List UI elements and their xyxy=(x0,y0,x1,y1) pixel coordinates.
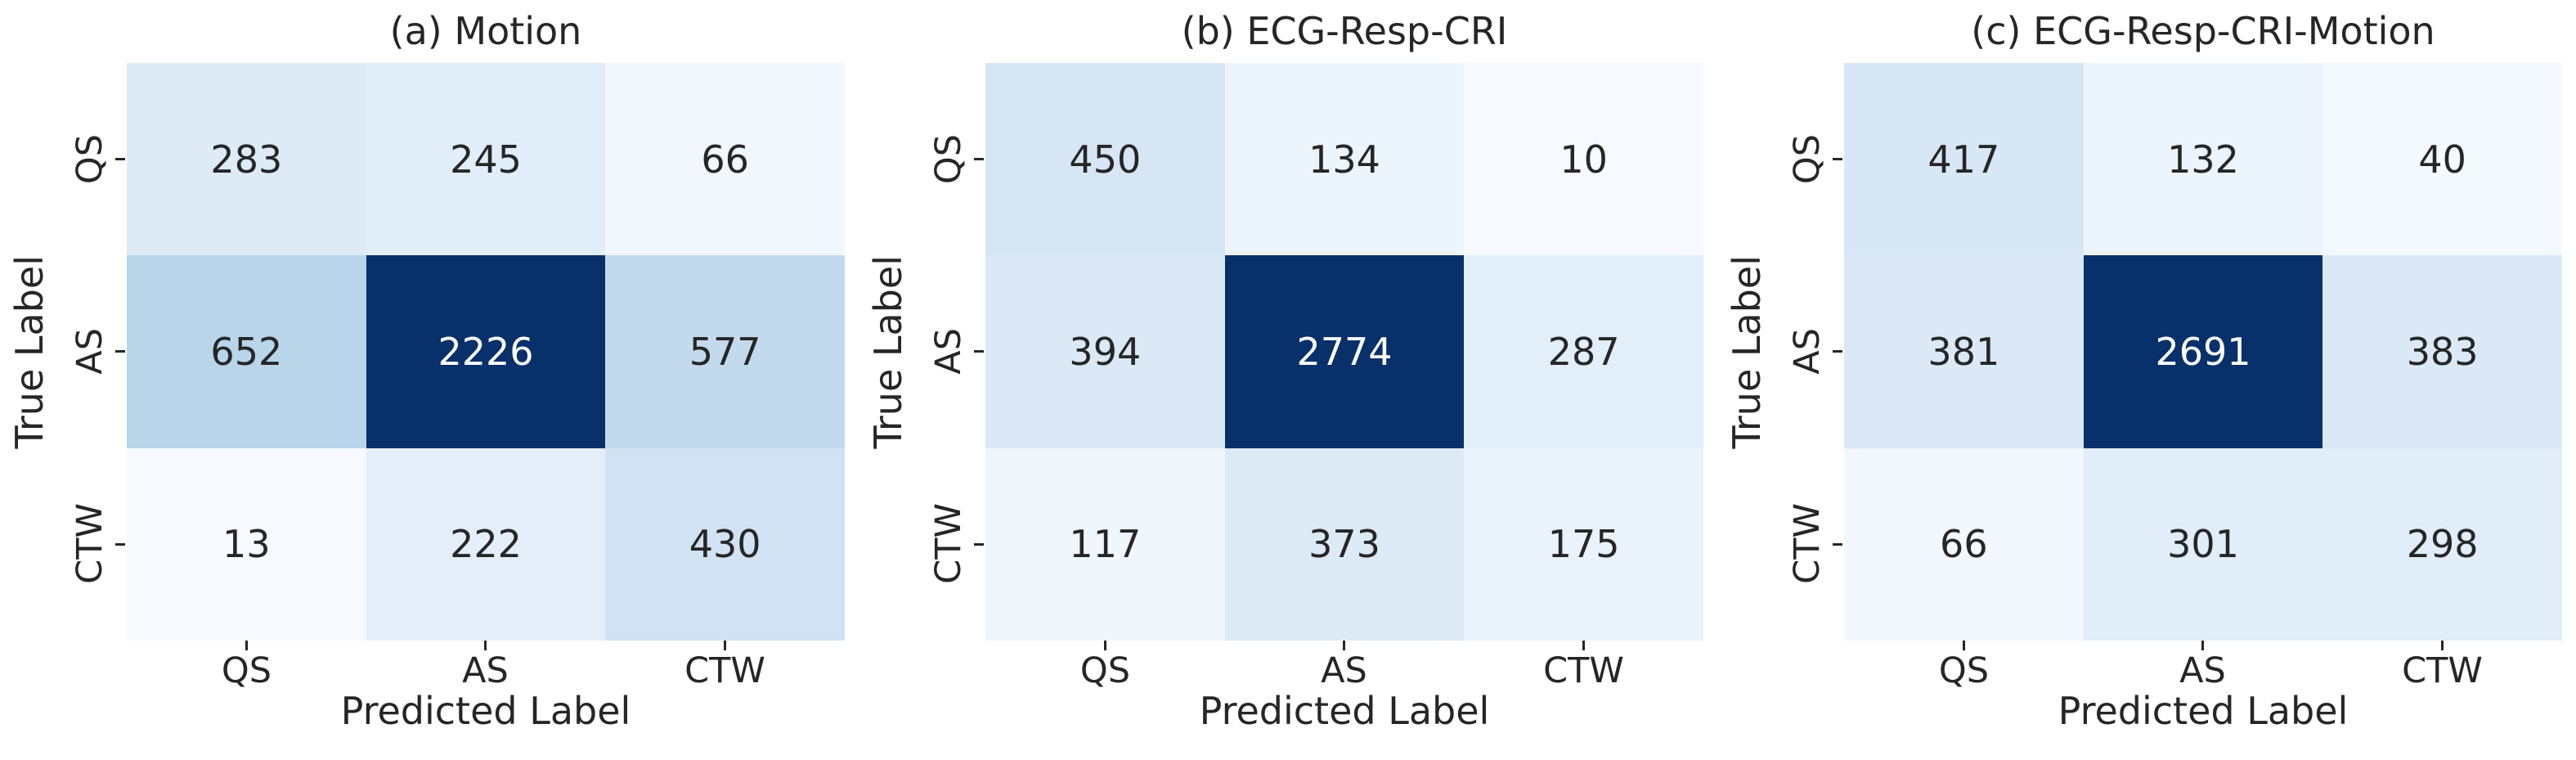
heatmap-cell: 175 xyxy=(1464,447,1703,641)
heatmap-cell: 287 xyxy=(1464,255,1703,448)
heatmap-grid: 450 134 10 394 2774 287 117 373 175 xyxy=(985,63,1703,641)
x-tick-label-qs: QS xyxy=(1079,650,1131,691)
y-axis-label-text: True Label xyxy=(1725,254,1769,449)
x-tick-mark xyxy=(1343,641,1345,650)
heatmap-cell: 381 xyxy=(1844,255,2084,448)
x-tick-label-ctw: CTW xyxy=(1543,650,1624,691)
y-tick-label-ctw: CTW xyxy=(70,503,110,584)
x-tick-mark xyxy=(245,641,248,650)
x-tick-mark xyxy=(724,641,726,650)
panel-ecg-resp-cri-motion: (c) ECG-Resp-CRI-Motion True Label QS AS… xyxy=(1717,0,2576,760)
y-tick-mark xyxy=(974,543,984,546)
y-tick-label-as: AS xyxy=(70,328,110,375)
x-tick-mark xyxy=(1963,641,1965,650)
heatmap-cell: 222 xyxy=(366,447,606,641)
x-tick-mark xyxy=(2441,641,2444,650)
heatmap-cell: 450 xyxy=(985,63,1225,256)
heatmap-cell: 652 xyxy=(127,255,366,448)
heatmap-cell: 283 xyxy=(127,63,366,256)
x-tick-label-as: AS xyxy=(2179,650,2226,691)
y-tick-label-qs: QS xyxy=(1787,133,1828,185)
heatmap-cell: 394 xyxy=(985,255,1225,448)
y-tick-mark xyxy=(1833,158,1842,160)
x-tick-label-as: AS xyxy=(462,650,509,691)
x-tick-mark xyxy=(1104,641,1106,650)
y-tick-mark xyxy=(115,158,125,160)
y-axis-label: True Label xyxy=(1725,63,1769,641)
y-tick-label-qs: QS xyxy=(928,133,969,185)
y-tick-mark xyxy=(1833,543,1842,546)
y-axis-label-text: True Label xyxy=(7,254,52,449)
x-tick-mark xyxy=(484,641,487,650)
x-axis-label: Predicted Label xyxy=(2058,689,2349,733)
heatmap-cell: 134 xyxy=(1224,63,1465,256)
y-tick-label-ctw: CTW xyxy=(1787,503,1828,584)
heatmap-cell: 417 xyxy=(1844,63,2084,256)
heatmap-cell: 13 xyxy=(127,447,366,641)
y-tick-mark xyxy=(115,350,125,353)
panel-ecg-resp-cri: (b) ECG-Resp-CRI True Label QS AS CTW 45… xyxy=(859,0,1717,760)
y-tick-mark xyxy=(974,350,984,353)
x-tick-label-qs: QS xyxy=(1938,650,1990,691)
heatmap-cell: 132 xyxy=(2083,63,2323,256)
y-tick-label-as: AS xyxy=(1787,328,1828,375)
heatmap-cell: 430 xyxy=(605,447,845,641)
x-tick-mark xyxy=(1582,641,1585,650)
heatmap-cell: 2226 xyxy=(366,255,606,448)
panel-title: (b) ECG-Resp-CRI xyxy=(1181,9,1508,53)
y-axis-label: True Label xyxy=(7,63,52,641)
x-tick-label-as: AS xyxy=(1321,650,1367,691)
panel-title: (c) ECG-Resp-CRI-Motion xyxy=(1971,9,2435,53)
panel-motion: (a) Motion True Label QS AS CTW 283 245 66… xyxy=(0,0,859,760)
heatmap-cell: 383 xyxy=(2322,255,2562,448)
y-axis-label: True Label xyxy=(866,63,910,641)
x-tick-label-ctw: CTW xyxy=(2402,650,2483,691)
x-axis-label: Predicted Label xyxy=(1199,689,1490,733)
y-tick-mark xyxy=(1833,350,1842,353)
heatmap-cell: 2774 xyxy=(1224,255,1465,448)
heatmap-cell: 298 xyxy=(2322,447,2562,641)
x-tick-label-qs: QS xyxy=(221,650,272,691)
heatmap-cell: 40 xyxy=(2322,63,2562,256)
y-tick-label-as: AS xyxy=(928,328,969,375)
y-tick-label-ctw: CTW xyxy=(928,503,969,584)
x-axis-label: Predicted Label xyxy=(340,689,631,733)
heatmap-cell: 245 xyxy=(366,63,606,256)
y-tick-mark xyxy=(974,158,984,160)
heatmap-cell: 577 xyxy=(605,255,845,448)
y-tick-mark xyxy=(115,543,125,546)
heatmap-cell: 66 xyxy=(1844,447,2084,641)
heatmap-grid: 283 245 66 652 2226 577 13 222 430 xyxy=(127,63,845,641)
heatmap-cell: 66 xyxy=(605,63,845,256)
heatmap-cell: 2691 xyxy=(2083,255,2323,448)
heatmap-cell: 373 xyxy=(1224,447,1465,641)
x-tick-mark xyxy=(2201,641,2204,650)
heatmap-grid: 417 132 40 381 2691 383 66 301 298 xyxy=(1844,63,2562,641)
y-tick-label-qs: QS xyxy=(70,133,110,185)
heatmap-cell: 301 xyxy=(2083,447,2323,641)
y-axis-label-text: True Label xyxy=(866,254,910,449)
panel-title: (a) Motion xyxy=(389,9,582,53)
heatmap-cell: 10 xyxy=(1464,63,1703,256)
heatmap-cell: 117 xyxy=(985,447,1225,641)
x-tick-label-ctw: CTW xyxy=(684,650,765,691)
